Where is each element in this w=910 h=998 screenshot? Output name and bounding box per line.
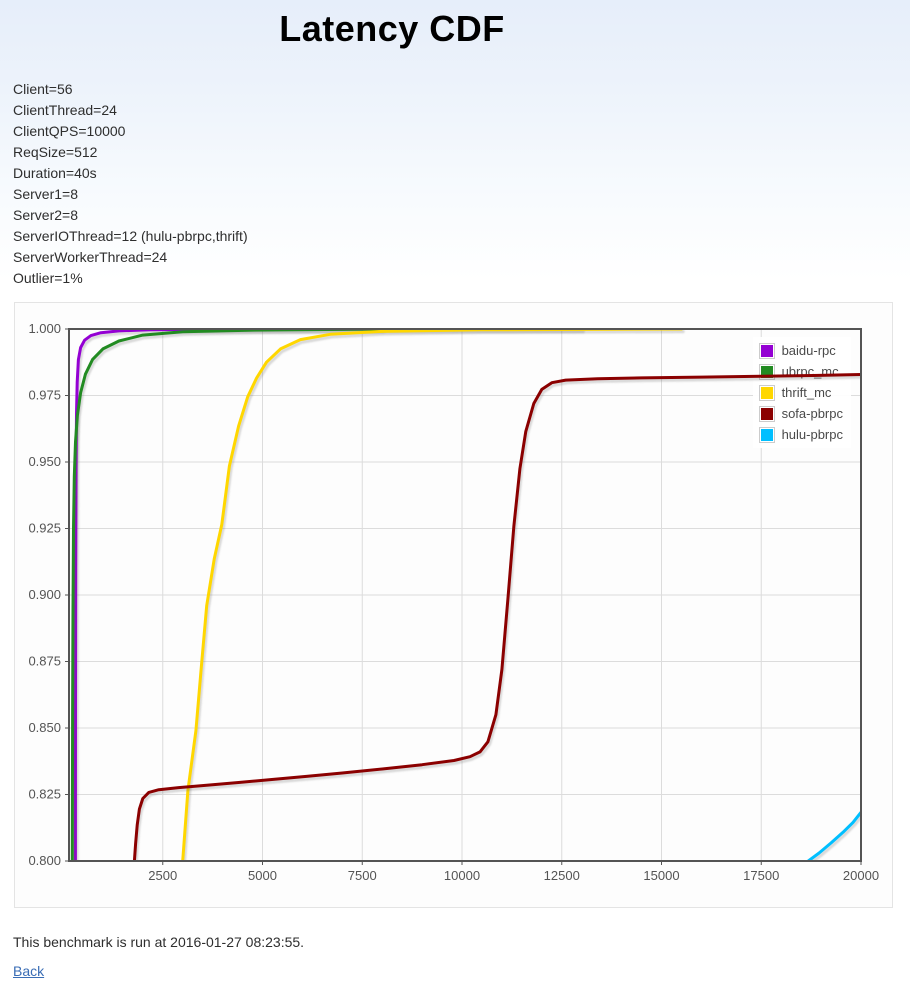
legend-label: sofa-pbrpc <box>781 406 843 421</box>
chart-legend: baidu-rpc ubrpc_mc thrift_mc sofa-pbrpc hulu… <box>752 337 851 448</box>
param-line: ServerIOThread=12 (hulu-pbrpc,thrift) <box>13 228 248 244</box>
benchmark-note: This benchmark is run at 2016-01-27 08:2… <box>13 934 305 950</box>
y-tick-label: 0.900 <box>28 587 61 602</box>
param-line: Outlier=1% <box>13 270 83 286</box>
y-tick-label: 0.950 <box>28 454 61 469</box>
title-container: Latency CDF <box>0 8 784 50</box>
legend-item-sofa-pbrpc: sofa-pbrpc <box>758 403 843 424</box>
param-line: ServerWorkerThread=24 <box>13 249 168 265</box>
y-tick-label: 0.875 <box>28 654 61 669</box>
y-tick-label: 0.850 <box>28 720 61 735</box>
legend-label: baidu-rpc <box>781 343 836 358</box>
legend-color-swatch <box>758 405 775 422</box>
benchmark-params: Client=56 ClientThread=24 ClientQPS=10000 R… <box>13 79 910 289</box>
param-line: ClientQPS=10000 <box>13 123 126 139</box>
back-link-container: Back <box>13 963 910 981</box>
legend-item-hulu-pbrpc: hulu-pbrpc <box>758 424 843 445</box>
legend-label: thrift_mc <box>781 385 832 400</box>
x-tick-label: 7500 <box>348 868 377 883</box>
legend-item-thrift_mc: thrift_mc <box>758 382 843 403</box>
y-tick-label: 0.975 <box>28 388 61 403</box>
legend-label: ubrpc_mc <box>781 364 839 379</box>
x-tick-label: 5000 <box>248 868 277 883</box>
param-line: Client=56 <box>13 81 73 97</box>
legend-label: hulu-pbrpc <box>781 427 843 442</box>
y-tick-label: 1.000 <box>28 321 61 336</box>
legend-color-swatch <box>758 384 775 401</box>
param-line: Server2=8 <box>13 207 78 223</box>
legend-color-swatch <box>758 426 775 443</box>
param-line: ClientThread=24 <box>13 102 117 118</box>
legend-item-ubrpc_mc: ubrpc_mc <box>758 361 843 382</box>
legend-color-swatch <box>758 342 775 359</box>
param-line: ReqSize=512 <box>13 144 98 160</box>
param-line: Server1=8 <box>13 186 78 202</box>
x-tick-label: 17500 <box>743 868 779 883</box>
param-line: Duration=40s <box>13 165 97 181</box>
y-tick-label: 0.925 <box>28 521 61 536</box>
chart-panel: 0.800 0.825 0.850 0.875 0.900 0.925 0.950 0.975… <box>14 302 893 908</box>
page-title: Latency CDF <box>279 8 505 49</box>
y-tick-label: 0.800 <box>28 853 61 868</box>
x-tick-label: 20000 <box>843 868 879 883</box>
legend-color-swatch <box>758 363 775 380</box>
x-tick-label: 2500 <box>148 868 177 883</box>
legend-item-baidu-rpc: baidu-rpc <box>758 340 843 361</box>
x-tick-label: 12500 <box>544 868 580 883</box>
x-tick-label: 15000 <box>643 868 679 883</box>
x-tick-label: 10000 <box>444 868 480 883</box>
y-tick-label: 0.825 <box>28 787 61 802</box>
back-link[interactable]: Back <box>13 963 45 979</box>
